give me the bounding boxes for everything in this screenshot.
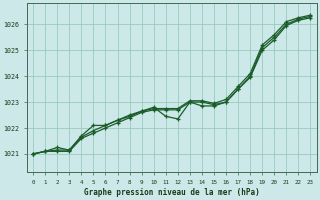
X-axis label: Graphe pression niveau de la mer (hPa): Graphe pression niveau de la mer (hPa) (84, 188, 260, 197)
